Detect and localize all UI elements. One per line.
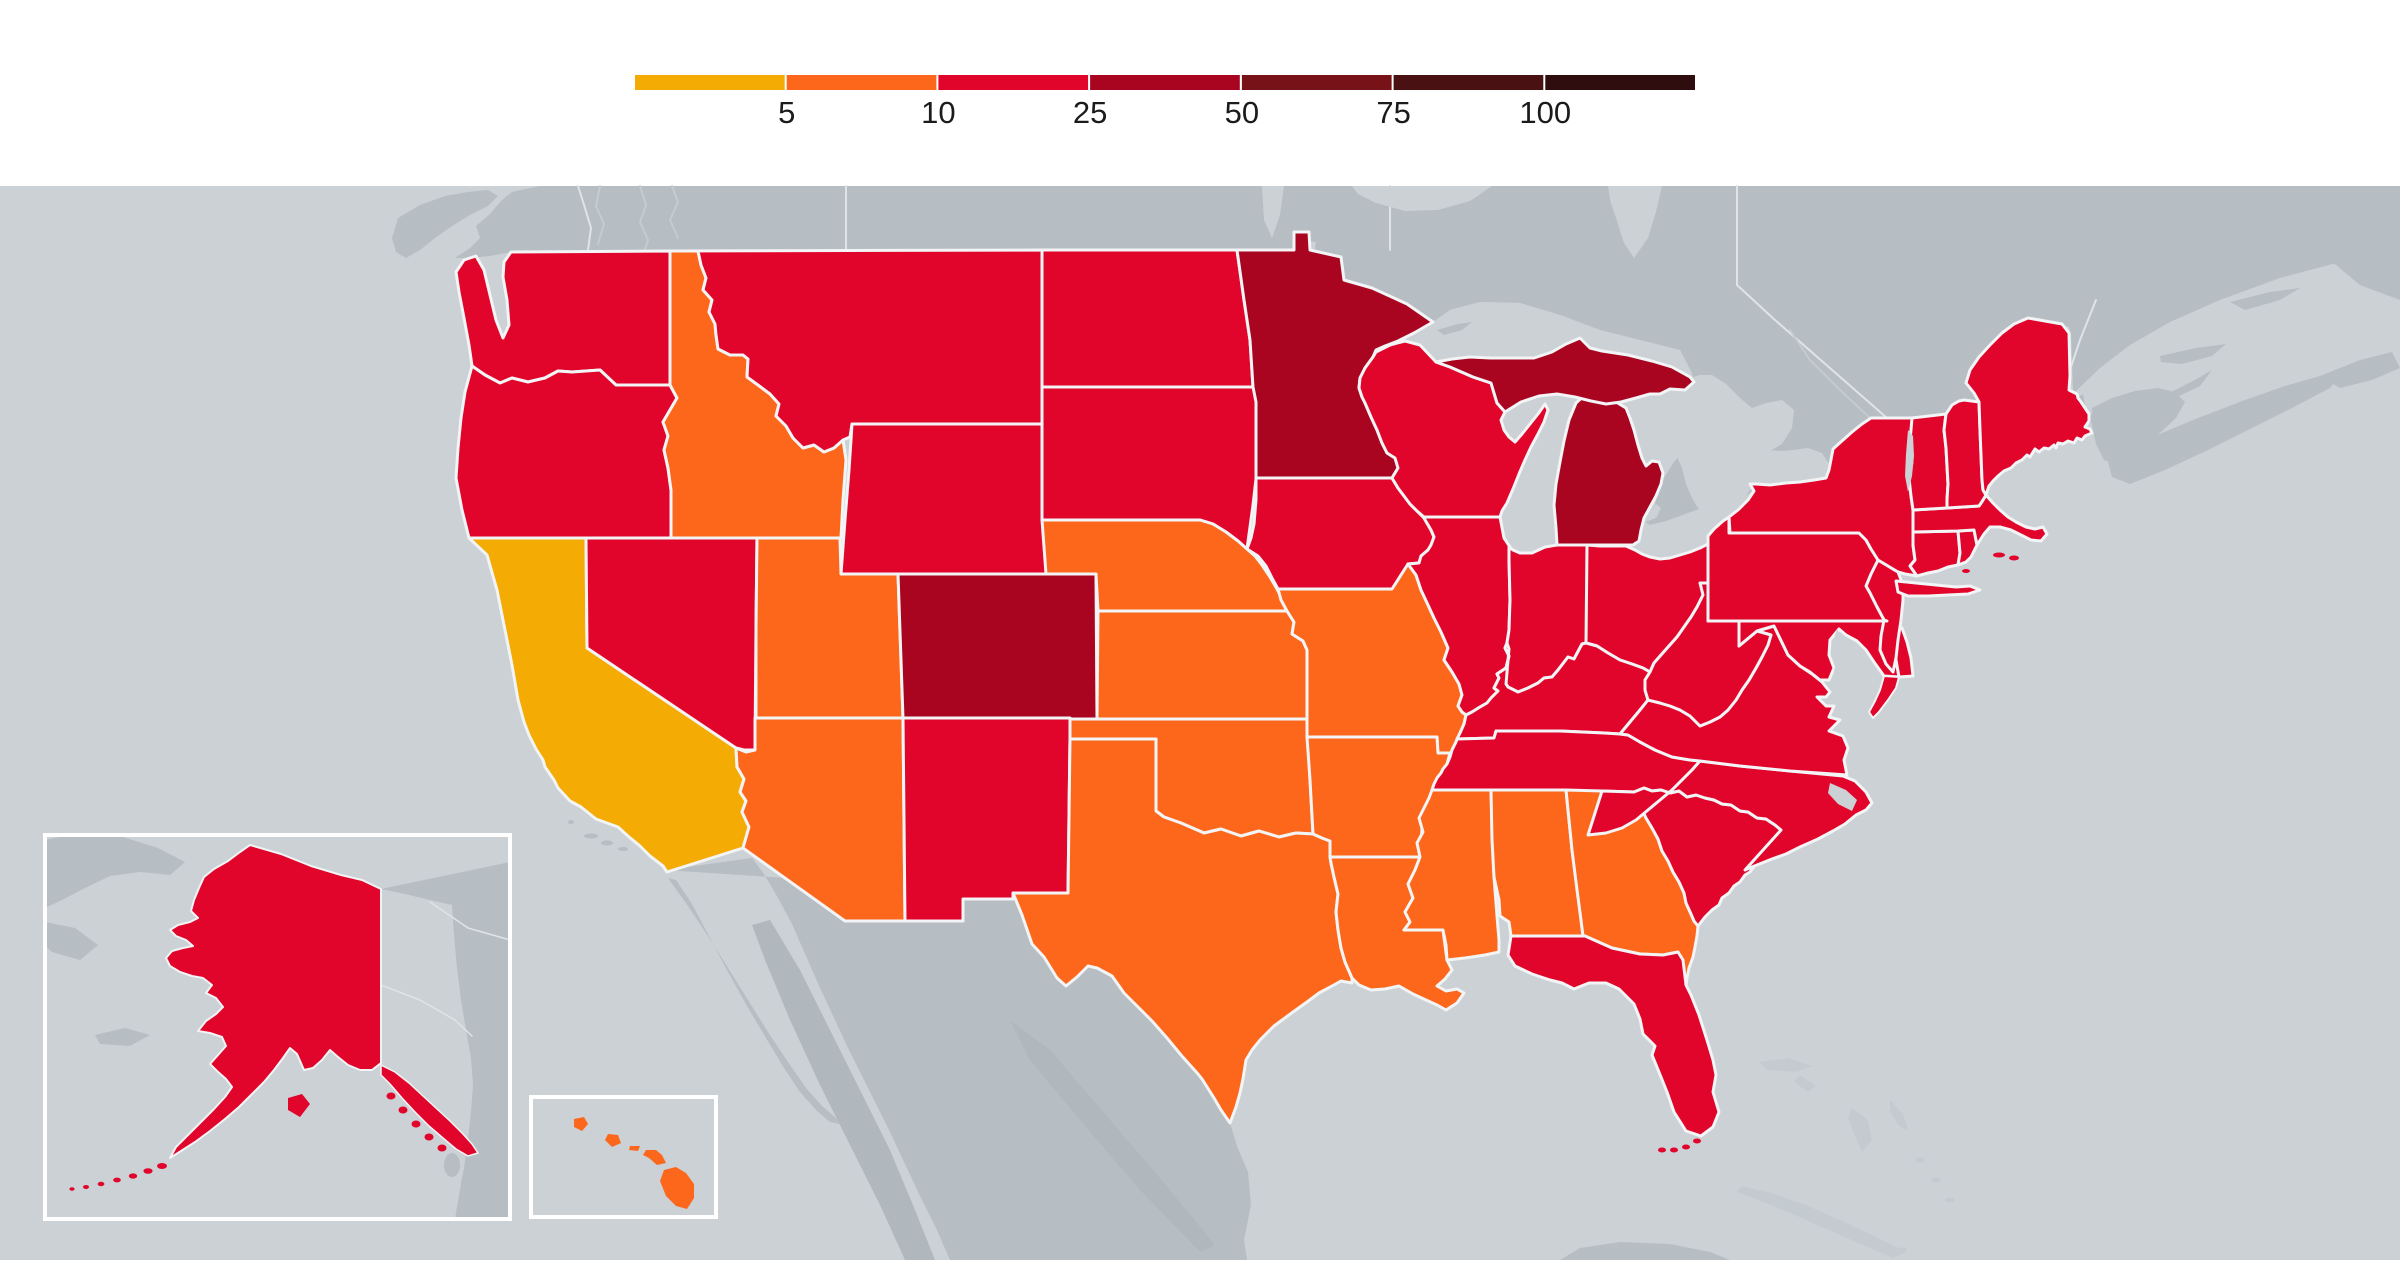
svg-text:75: 75 [1376, 95, 1410, 130]
svg-text:5: 5 [778, 95, 795, 130]
svg-text:100: 100 [1519, 95, 1571, 130]
svg-text:10: 10 [921, 95, 955, 130]
svg-text:25: 25 [1073, 95, 1107, 130]
svg-text:50: 50 [1225, 95, 1259, 130]
